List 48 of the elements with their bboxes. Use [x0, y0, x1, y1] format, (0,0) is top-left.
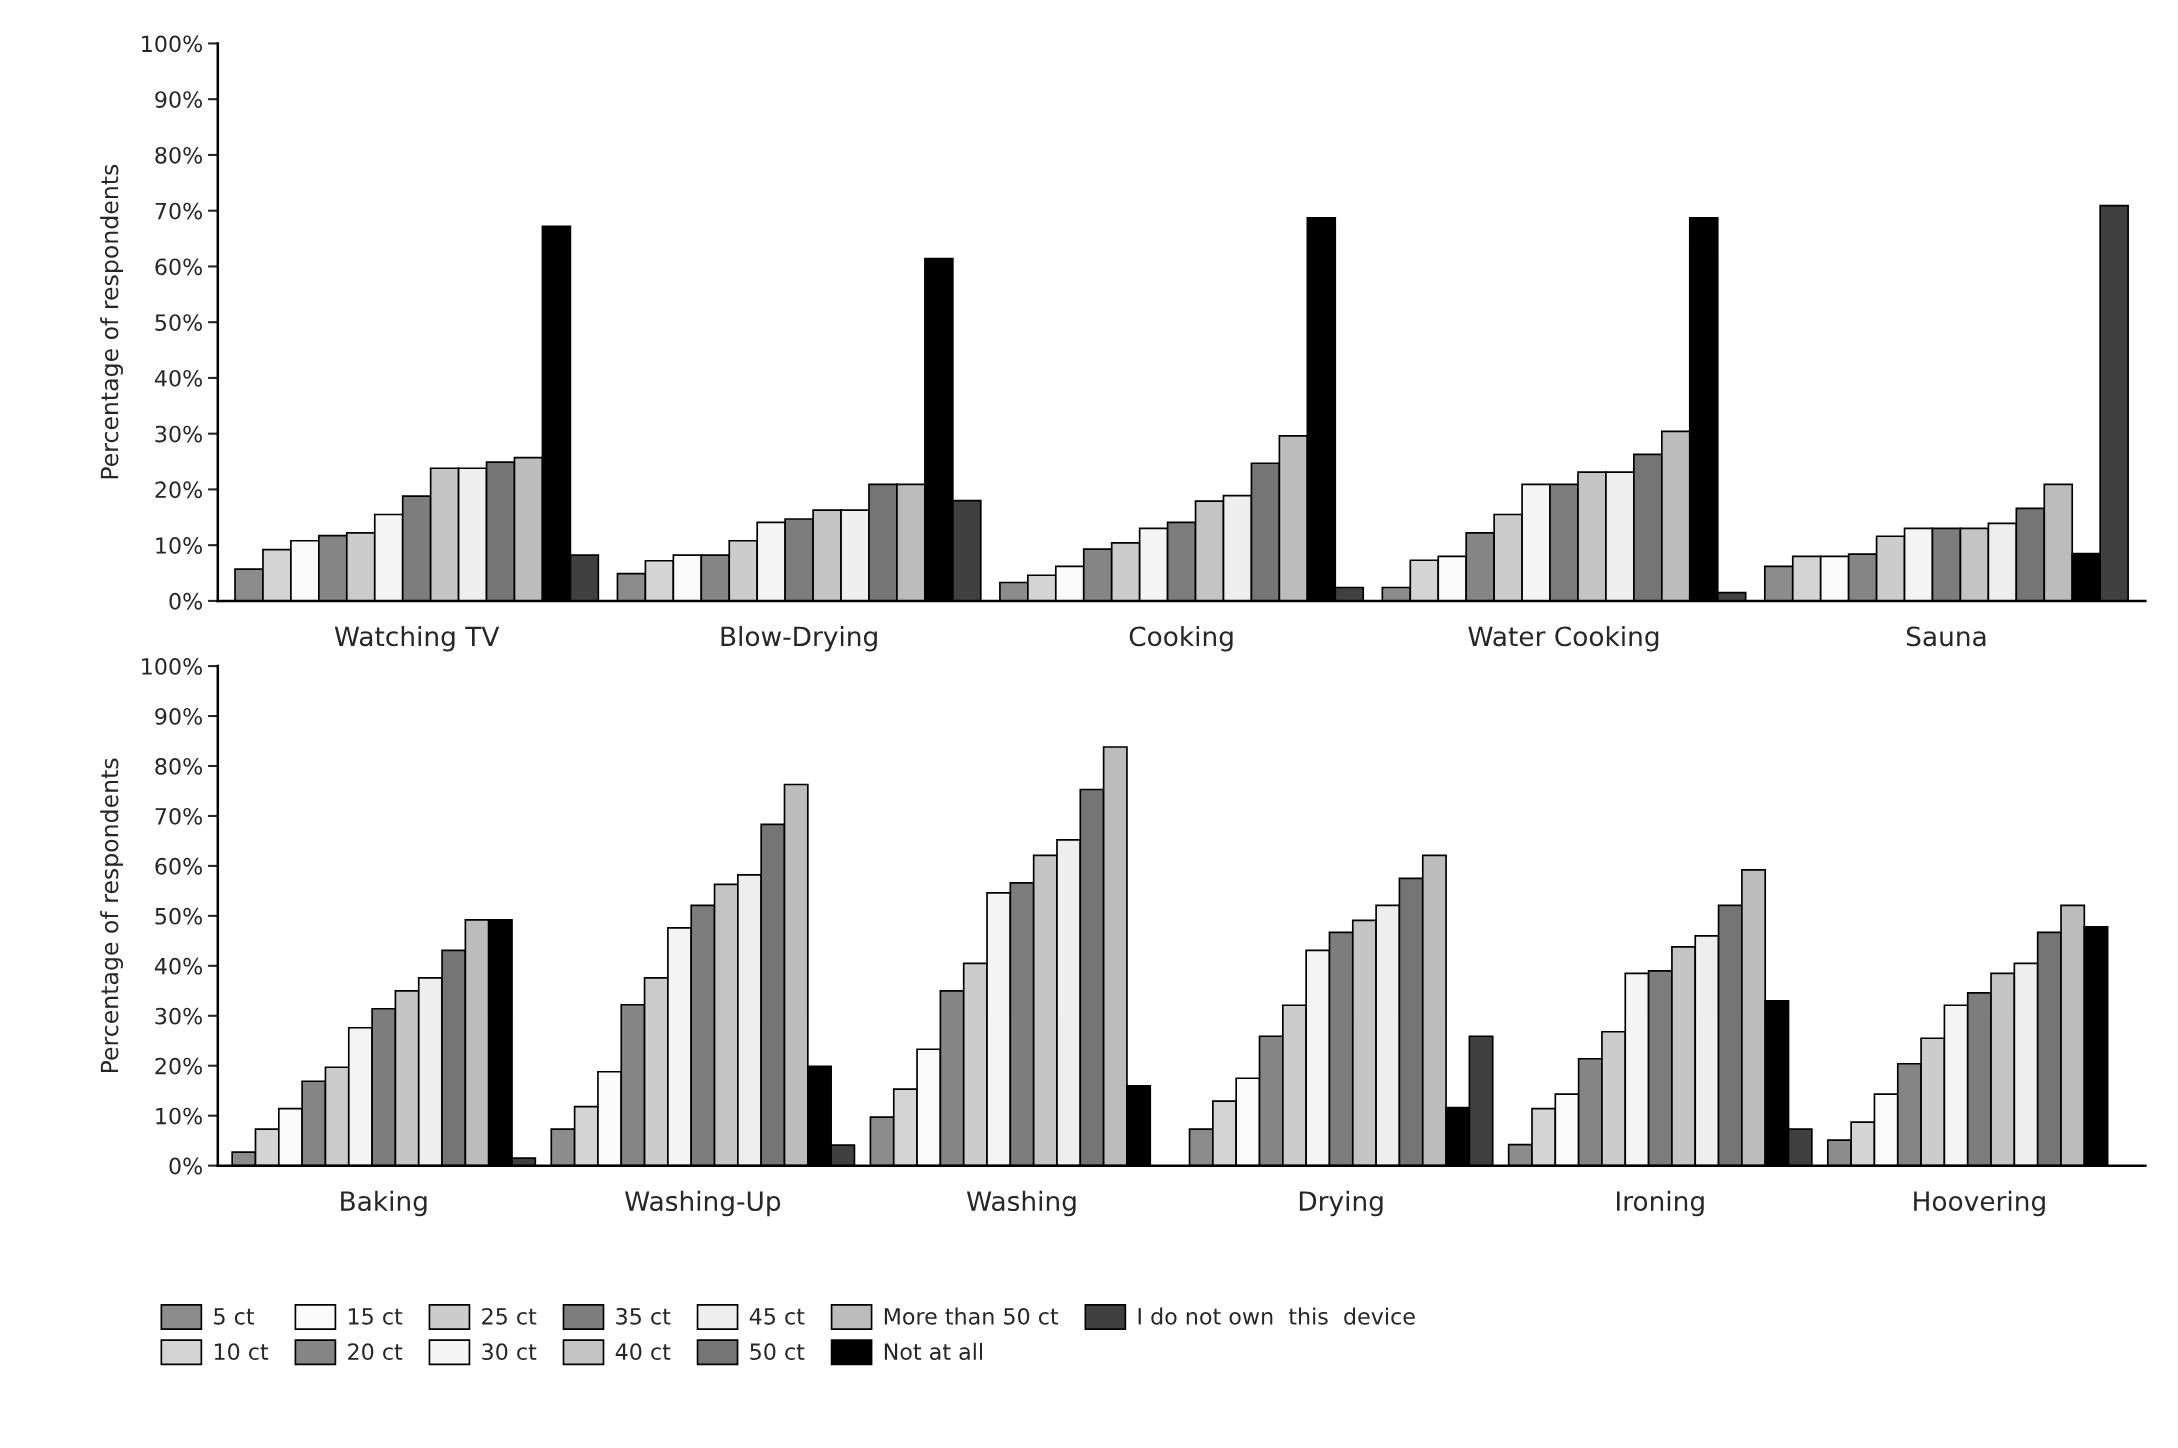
legend-label: Not at all: [884, 1342, 982, 1361]
x-tick-label: Watching TV: [334, 625, 500, 652]
y-tick-label: 0%: [169, 592, 202, 610]
y-tick-label: 80%: [155, 146, 202, 164]
x-tick-label: Cooking: [1129, 625, 1233, 652]
x-tick-label: Drying: [1299, 1190, 1383, 1217]
y-tick-label: 20%: [155, 481, 202, 499]
legend-label: 50 ct: [750, 1343, 805, 1361]
y-tick-label: 50%: [155, 314, 202, 331]
x-tick-label: Hoovering: [1914, 1190, 2045, 1217]
y-tick-label: 50%: [155, 907, 202, 925]
x-tick-label: Baking: [341, 1190, 427, 1217]
y-tick-label: 100%: [142, 35, 202, 53]
y-tick-label: 90%: [155, 91, 202, 108]
legend-label: 40 ct: [615, 1343, 671, 1361]
legend-label: 30 ct: [482, 1343, 537, 1361]
y-tick-label: 20%: [155, 1057, 202, 1075]
x-tick-label: Blow-Drying: [721, 625, 877, 652]
y-tick-label: 70%: [155, 202, 202, 220]
legend-label: 25 ct: [482, 1307, 537, 1325]
y-tick-label: 10%: [156, 1107, 202, 1125]
x-tick-label: Washing: [966, 1190, 1076, 1217]
legend-label: 20 ct: [348, 1343, 403, 1361]
legend-label: 15 ct: [348, 1308, 403, 1325]
y-tick-label: 100%: [142, 658, 202, 675]
legend-label: More than 50 ct: [884, 1307, 1059, 1325]
legend-label: 5 ct: [214, 1308, 255, 1325]
y-tick-label: 90%: [155, 707, 202, 725]
y-tick-label: 70%: [155, 807, 202, 825]
x-tick-label: Ironing: [1616, 1190, 1704, 1217]
x-tick-label: Water Cooking: [1468, 625, 1659, 652]
y-axis-title: Percentage of respondents: [100, 758, 124, 1073]
y-tick-label: 60%: [155, 258, 202, 276]
y-tick-label: 80%: [155, 757, 202, 775]
y-tick-label: 10%: [156, 537, 202, 554]
x-tick-label: Sauna: [1906, 626, 1986, 647]
legend-label: 10 ct: [214, 1343, 269, 1361]
legend-label: 45 ct: [749, 1308, 805, 1325]
y-tick-label: 60%: [155, 857, 202, 875]
y-axis-title: Percentage of respondents: [100, 164, 124, 479]
y-tick-label: 30%: [155, 425, 202, 443]
y-tick-label: 0%: [169, 1157, 202, 1175]
legend-label: I do not own this device: [1138, 1307, 1415, 1325]
x-tick-label: Washing-Up: [625, 1190, 781, 1217]
y-tick-label: 40%: [154, 369, 202, 387]
y-tick-label: 40%: [154, 957, 202, 975]
y-tick-label: 30%: [155, 1007, 202, 1025]
legend-label: 35 ct: [616, 1307, 671, 1325]
